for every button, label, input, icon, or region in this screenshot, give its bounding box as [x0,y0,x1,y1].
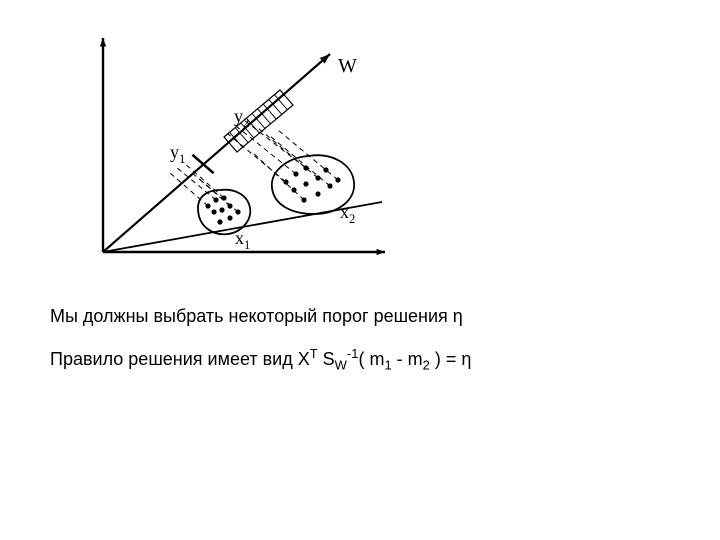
formula-m2-sub: 2 [423,358,430,373]
svg-text:y1: y1 [170,142,185,166]
page-canvas: Wx1x2y1y2 Мы должны выбрать некоторый по… [0,0,720,540]
fisher-projection-diagram: Wx1x2y1y2 [80,30,390,275]
formula-sub-W: W [335,358,347,373]
svg-text:x1: x1 [235,228,250,252]
threshold-sentence: Мы должны выбрать некоторый порог решени… [50,306,463,327]
formula-paren-open: ( [358,349,369,369]
formula-minus: - [392,349,408,369]
formula-sup-T: T [310,346,318,361]
svg-text:W: W [338,55,357,77]
formula-sup-neg1: -1 [347,346,359,361]
formula-prefix: Правило решения имеет вид X [50,349,310,369]
formula-m1-sub: 1 [384,358,391,373]
formula-m1: m [369,349,384,369]
formula-mid-S: S [318,349,335,369]
formula-m2: m [408,349,423,369]
svg-text:x2: x2 [340,202,355,226]
decision-rule-formula: Правило решения имеет вид XT SW-1( m1 - … [50,346,471,373]
formula-paren-close: ) = η [430,349,472,369]
